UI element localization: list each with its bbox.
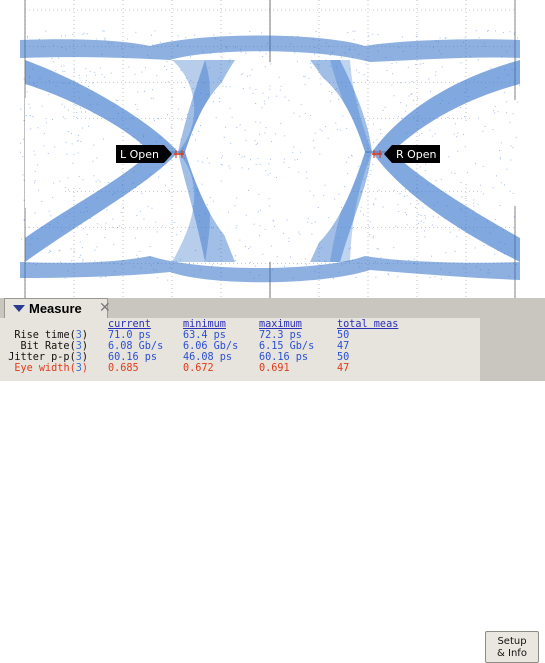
eye-trace — [20, 30, 521, 283]
measurement-label: Jitter p-p(3) — [8, 352, 88, 363]
source-channel: 3 — [75, 363, 82, 374]
eye-diagram-display: L Open R Open — [0, 0, 545, 300]
source-channel: 3 — [75, 352, 82, 363]
measurement-table: current minimum maximum total meas Rise … — [0, 318, 480, 381]
eye-diagram-canvas: L Open R Open — [0, 0, 545, 300]
measure-tab-title: Measure — [29, 301, 82, 316]
measurement-label: Eye width(3) — [14, 363, 88, 374]
right-open-label: R Open — [396, 148, 437, 161]
collapse-triangle-icon[interactable] — [13, 305, 25, 312]
left-open-marker[interactable]: L Open — [116, 145, 184, 163]
info-label: & Info — [497, 648, 527, 659]
measure-tab[interactable]: Measure ✕ — [4, 298, 111, 318]
cell-total: 47 — [337, 341, 350, 352]
source-channel: 3 — [75, 330, 82, 341]
measurement-name: Bit Rate — [20, 341, 70, 352]
close-icon[interactable]: ✕ — [99, 300, 111, 316]
left-open-label: L Open — [120, 148, 159, 161]
measurement-label: Rise time(3) — [14, 330, 88, 341]
column-header-minimum: minimum — [183, 319, 226, 330]
column-header-current: current — [108, 319, 151, 330]
cell-maximum: 72.3 ps — [259, 330, 302, 341]
cell-minimum: 63.4 ps — [183, 330, 226, 341]
cell-current: 0.685 — [108, 363, 139, 374]
measurement-row[interactable]: Rise time(3) 71.0 ps 63.4 ps 72.3 ps 50 — [0, 330, 480, 341]
measurement-row[interactable]: Eye width(3) 0.685 0.672 0.691 47 — [0, 363, 480, 374]
cell-maximum: 0.691 — [259, 363, 290, 374]
setup-info-button[interactable]: Setup & Info — [485, 631, 539, 663]
measurement-label: Bit Rate(3) — [20, 341, 89, 352]
column-header-total-meas: total meas — [337, 319, 399, 330]
measurement-row[interactable]: Bit Rate(3) 6.08 Gb/s 6.06 Gb/s 6.15 Gb/s 47 — [0, 341, 480, 352]
column-header-maximum: maximum — [259, 319, 302, 330]
cell-minimum: 46.08 ps — [183, 352, 233, 363]
cell-maximum: 60.16 ps — [259, 352, 309, 363]
measurement-name: Jitter p-p — [8, 352, 70, 363]
source-channel: 3 — [75, 341, 82, 352]
cell-current: 71.0 ps — [108, 330, 151, 341]
measurement-name: Rise time — [14, 330, 70, 341]
measurement-row[interactable]: Jitter p-p(3) 60.16 ps 46.08 ps 60.16 ps 50 — [0, 352, 480, 363]
cell-total: 50 — [337, 352, 350, 363]
cell-minimum: 6.06 Gb/s — [183, 341, 239, 352]
cell-total: 47 — [337, 363, 350, 374]
cell-minimum: 0.672 — [183, 363, 214, 374]
cell-current: 6.08 Gb/s — [108, 341, 164, 352]
cell-maximum: 6.15 Gb/s — [259, 341, 315, 352]
cell-total: 50 — [337, 330, 350, 341]
measurement-name: Eye width — [14, 363, 70, 374]
right-open-marker[interactable]: R Open — [372, 145, 440, 163]
measure-panel: Measure ✕ current minimum maximum total … — [0, 298, 545, 663]
setup-label: Setup — [497, 636, 527, 647]
cell-current: 60.16 ps — [108, 352, 158, 363]
